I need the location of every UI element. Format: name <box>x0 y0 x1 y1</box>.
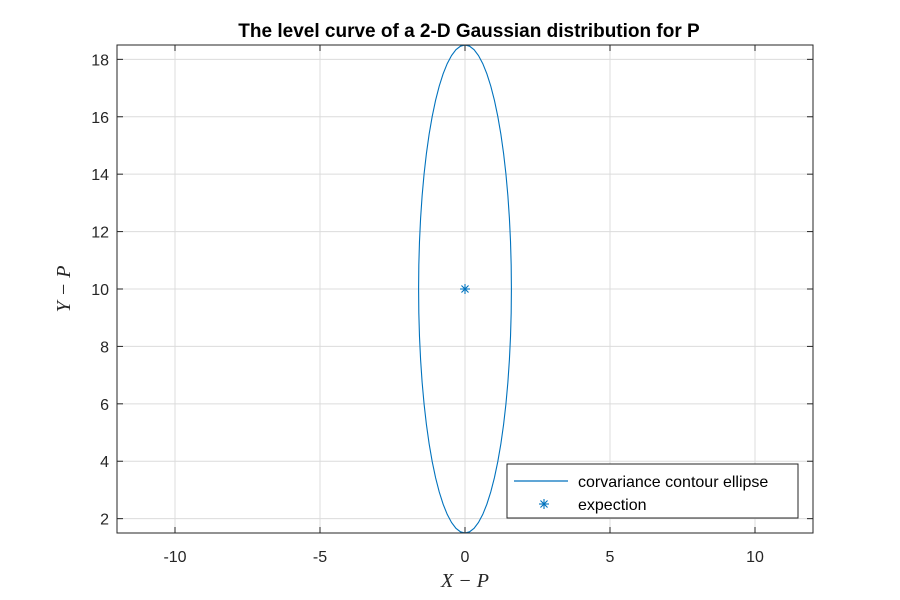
x-tick-label: 0 <box>461 549 470 566</box>
y-tick-label: 14 <box>91 167 109 184</box>
y-tick-label: 2 <box>100 512 109 529</box>
y-tick-labels: 2 4 6 8 10 12 14 16 18 <box>91 52 109 528</box>
y-axis-label: Y − P <box>53 266 75 313</box>
expection-point <box>460 284 470 294</box>
legend-box <box>506 463 799 519</box>
y-tick-label: 4 <box>100 454 109 471</box>
y-tick-label: 10 <box>91 282 109 299</box>
y-tick-label: 16 <box>91 110 109 127</box>
y-tick-label: 6 <box>100 397 109 414</box>
x-tick-label: -10 <box>163 549 186 566</box>
x-tick-label: 10 <box>746 549 764 566</box>
legend: corvariance contour ellipse expection <box>506 463 799 519</box>
y-tick-label: 12 <box>91 225 109 242</box>
legend-entry-ellipse: corvariance contour ellipse <box>578 474 768 491</box>
legend-entry-expection: expection <box>578 497 647 514</box>
x-axis-label: X − P <box>440 570 489 592</box>
grid <box>117 45 813 533</box>
chart-title: The level curve of a 2-D Gaussian distri… <box>238 21 700 42</box>
tick-marks <box>117 45 813 533</box>
x-tick-label: 5 <box>606 549 615 566</box>
x-tick-labels: -10 -5 0 5 10 <box>163 549 764 566</box>
y-tick-label: 18 <box>91 52 109 69</box>
y-tick-label: 8 <box>100 339 109 356</box>
legend-asterisk <box>539 499 549 509</box>
legend-asterisk-marker <box>539 499 549 509</box>
x-tick-label: -5 <box>313 549 327 566</box>
